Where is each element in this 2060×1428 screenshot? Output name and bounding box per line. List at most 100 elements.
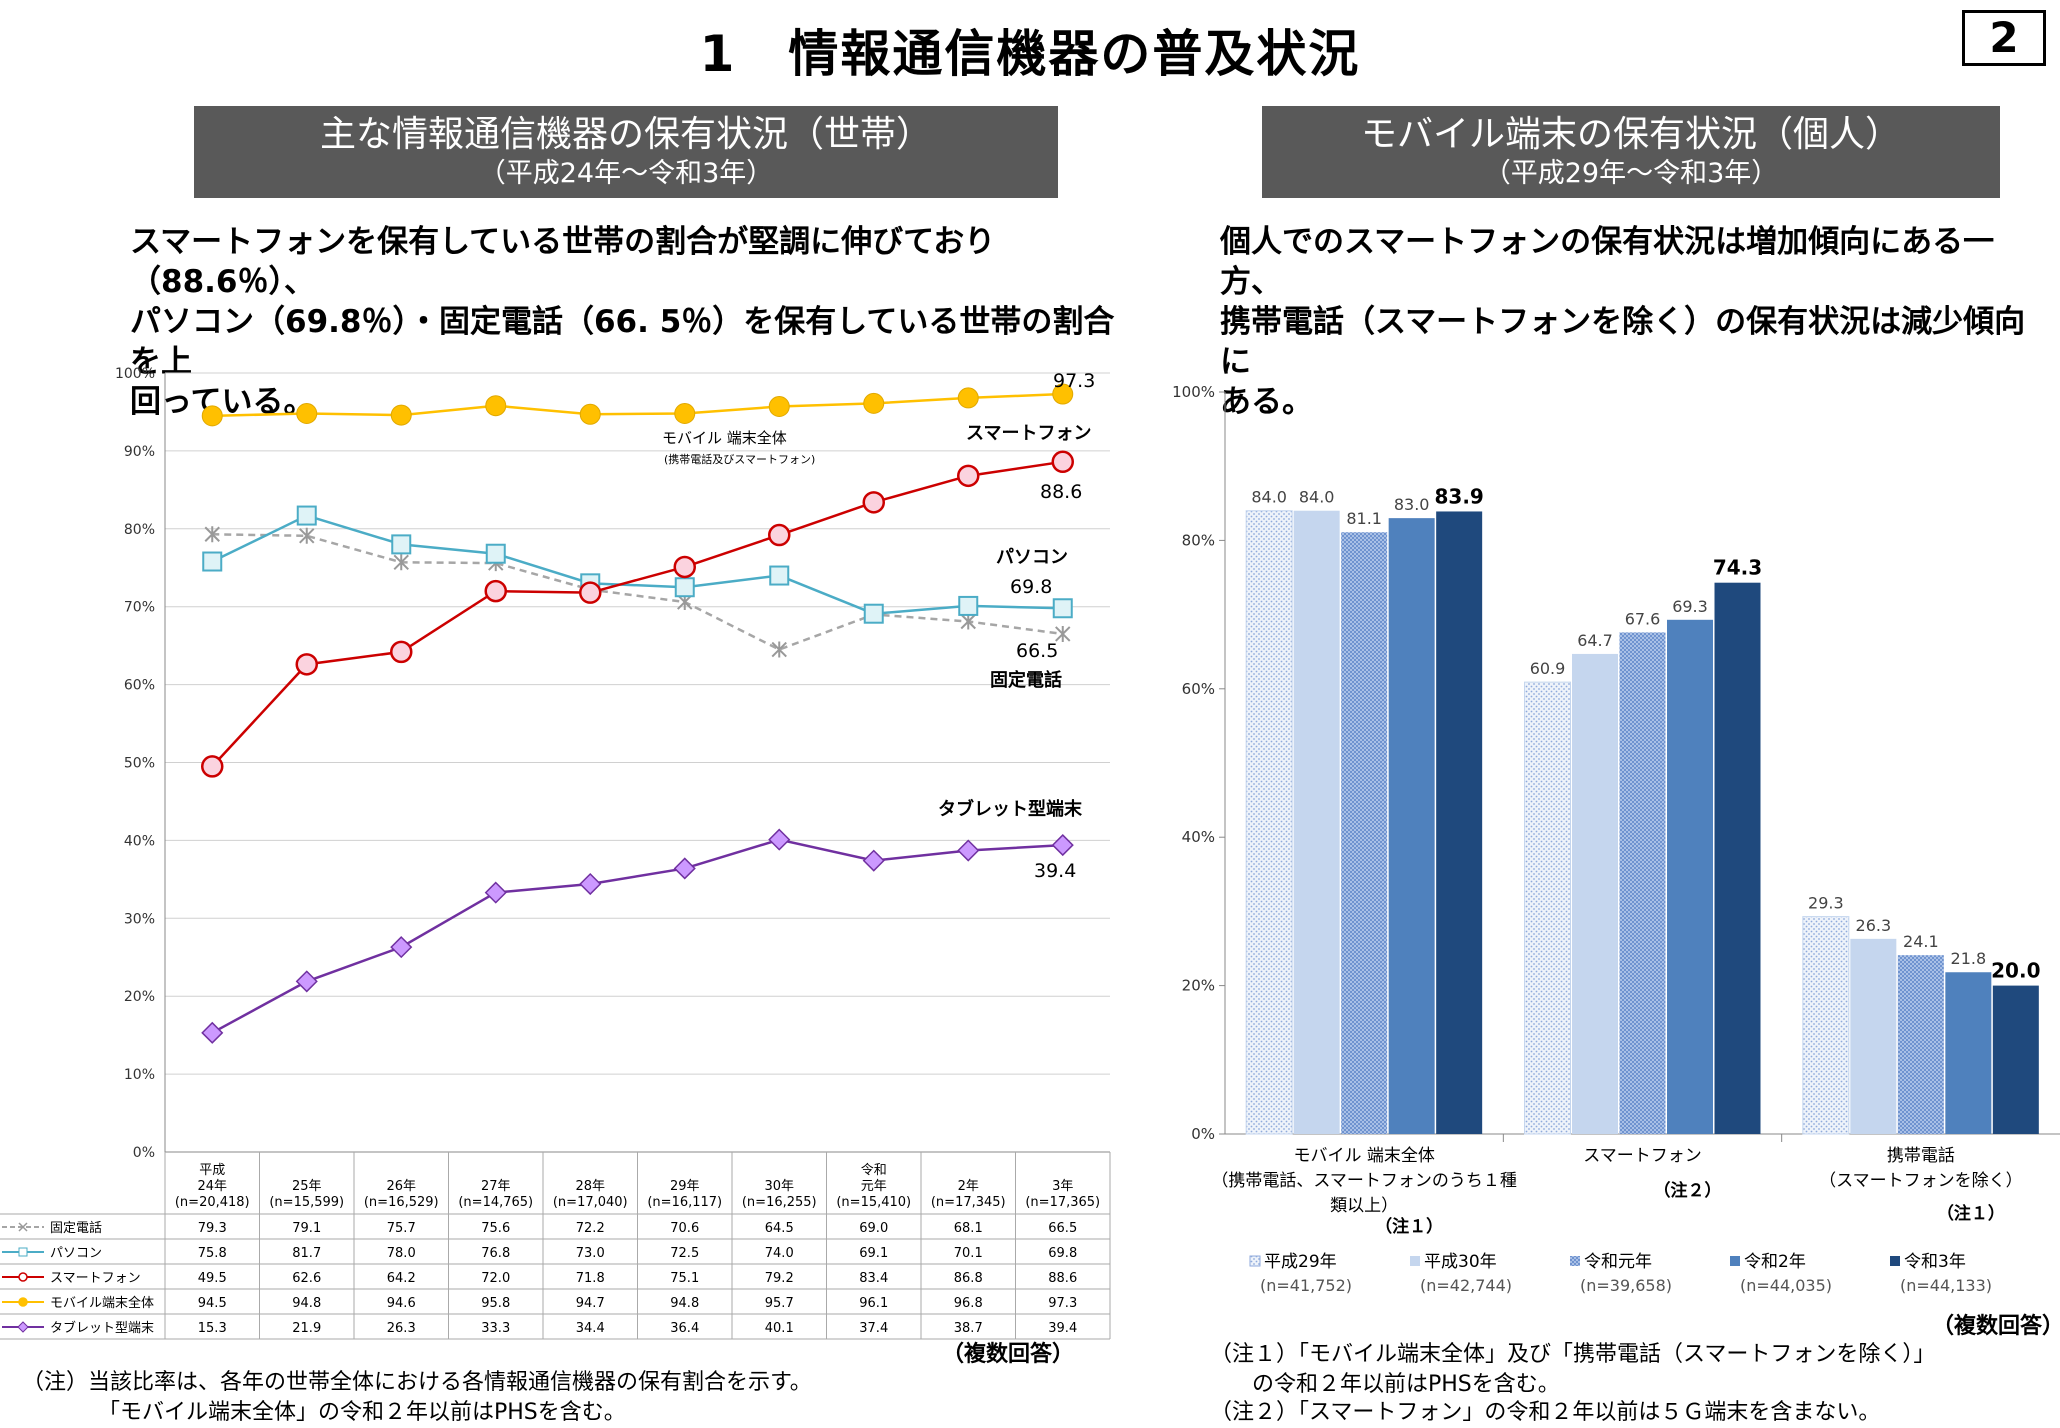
legend-marker: [17, 1321, 29, 1333]
table-cell: 86.8: [954, 1271, 983, 1286]
x-category-label: スマートフォン: [1583, 1146, 1702, 1166]
data-point: [201, 1021, 224, 1044]
bar-value-label: 26.3: [1856, 916, 1892, 935]
table-cell: 21.9: [292, 1321, 321, 1336]
table-cell: 39.4: [1048, 1321, 1077, 1336]
table-series-name: スマートフォン: [50, 1271, 141, 1286]
table-cell: 76.8: [481, 1246, 510, 1261]
y-tick-label: 0%: [1191, 1125, 1215, 1143]
summary-line: 携帯電話（スマートフォンを除く）の保有状況は減少傾向に: [1220, 304, 2026, 380]
x-category-label: (n=16,255): [742, 1195, 817, 1210]
table-cell: 62.6: [292, 1271, 321, 1286]
pc-series-label: パソコン: [996, 547, 1068, 568]
data-point: [1051, 450, 1074, 474]
page-title: 1 情報通信機器の普及状況: [699, 25, 1361, 83]
data-point: [579, 872, 602, 896]
legend-sample-size: (n=39,658): [1580, 1276, 1672, 1295]
table-cell: 96.8: [954, 1296, 983, 1311]
data-point: [1052, 383, 1074, 405]
table-cell: 72.5: [670, 1246, 699, 1261]
table-cell: 75.1: [670, 1271, 699, 1286]
data-point: [768, 828, 791, 851]
left-footnote-1: （注）当該比率は、各年の世帯全体における各情報通信機器の保有割合を示す。: [22, 1370, 812, 1395]
data-point: [862, 491, 885, 514]
y-tick-label: 20%: [1182, 977, 1215, 995]
bar-value-label: 21.8: [1951, 949, 1987, 968]
legend-swatch: [1410, 1256, 1420, 1266]
y-tick-label: 10%: [124, 1067, 155, 1083]
table-cell: 79.3: [198, 1221, 227, 1236]
data-point: [390, 936, 413, 959]
table-cell: 78.0: [387, 1246, 416, 1261]
table-cell: 40.1: [765, 1321, 794, 1336]
data-point: [484, 881, 507, 904]
data-point: [295, 653, 318, 676]
data-point: [960, 613, 976, 630]
data-point: [485, 395, 507, 417]
bar: [1572, 653, 1618, 1134]
data-point: [202, 551, 223, 572]
data-point: [296, 403, 318, 425]
bar-value-label: 64.7: [1577, 631, 1613, 650]
x-category-label: 携帯電話: [1887, 1146, 1955, 1166]
table-cell: 74.0: [765, 1246, 794, 1261]
right-multi-answer-note: （複数回答）: [1932, 1314, 2060, 1339]
table-cell: 66.5: [1048, 1221, 1077, 1236]
table-cell: 69.8: [1048, 1246, 1077, 1261]
bar-value-label: 83.9: [1434, 484, 1483, 508]
table-cell: 37.4: [859, 1321, 888, 1336]
x-category-label: 29年: [670, 1179, 700, 1194]
left-banner-title: 主な情報通信機器の保有状況（世帯）: [319, 114, 932, 155]
table-cell: 95.8: [481, 1296, 510, 1311]
x-category-label: 30年: [764, 1179, 794, 1194]
table-cell: 81.7: [292, 1246, 321, 1261]
bar: [1945, 972, 1992, 1134]
data-point: [768, 523, 791, 547]
y-tick-label: 70%: [124, 600, 155, 616]
table-cell: 83.4: [859, 1271, 888, 1286]
bar: [1619, 632, 1666, 1134]
data-point: [673, 857, 696, 880]
x-category-label: (n=17,040): [553, 1195, 628, 1210]
bar: [1802, 916, 1850, 1135]
table-series-name: パソコン: [50, 1246, 102, 1261]
legend-label: 令和2年: [1744, 1252, 1806, 1272]
y-tick-label: 90%: [124, 444, 155, 460]
x-category-label: (n=20,418): [175, 1195, 250, 1210]
y-tick-label: 80%: [1182, 531, 1215, 549]
right-footnote-1: （注１）「モバイル端末全体」及び「携帯電話（スマートフォンを除く）」: [1210, 1342, 1936, 1367]
table-cell: 88.6: [1048, 1271, 1077, 1286]
x-category-label: 28年: [575, 1179, 605, 1194]
x-category-label: (n=15,599): [269, 1195, 344, 1210]
x-category-note: （注２）: [1654, 1180, 1722, 1201]
left-banner: 主な情報通信機器の保有状況（世帯） （平成24年～令和3年）: [194, 106, 1058, 198]
data-point: [299, 527, 315, 544]
x-category-label: 24年: [197, 1179, 227, 1194]
table-cell: 36.4: [670, 1321, 699, 1336]
right-banner-subtitle: （平成29年～令和3年）: [1483, 158, 1779, 189]
table-series-name: 固定電話: [50, 1220, 102, 1236]
legend-marker: [18, 1247, 28, 1257]
table-cell: 38.7: [954, 1321, 983, 1336]
data-point: [957, 387, 979, 409]
mobile-end-label: 97.3: [1053, 370, 1095, 392]
x-category-label: 27年: [481, 1179, 511, 1194]
legend-label: 平成29年: [1264, 1252, 1337, 1272]
data-point: [1055, 625, 1071, 642]
legend-sample-size: (n=41,752): [1260, 1276, 1352, 1295]
x-category-label: (n=14,765): [458, 1195, 533, 1210]
series-line-3: [211, 460, 1063, 768]
y-tick-label: 100%: [1172, 383, 1215, 401]
left-banner-subtitle: （平成24年～令和3年）: [478, 158, 774, 189]
y-tick-label: 60%: [124, 678, 155, 694]
data-point: [768, 395, 790, 417]
table-cell: 71.8: [576, 1271, 605, 1286]
legend-label: 平成30年: [1424, 1252, 1497, 1272]
summary-line: ある。: [1220, 384, 1313, 420]
data-point: [862, 849, 885, 872]
y-tick-label: 20%: [124, 989, 155, 1005]
summary-line: パソコン（69.8％）・固定電話（66. 5％）を保有している世帯の割合を上: [130, 304, 1115, 380]
table-cell: 75.7: [387, 1221, 416, 1236]
household-line-chart: 0% 10% 20% 30% 40% 50% 60% 70% 80% 90% 100% 97.3 モバ…: [0, 366, 1111, 1340]
legend-marker: [18, 1297, 28, 1307]
